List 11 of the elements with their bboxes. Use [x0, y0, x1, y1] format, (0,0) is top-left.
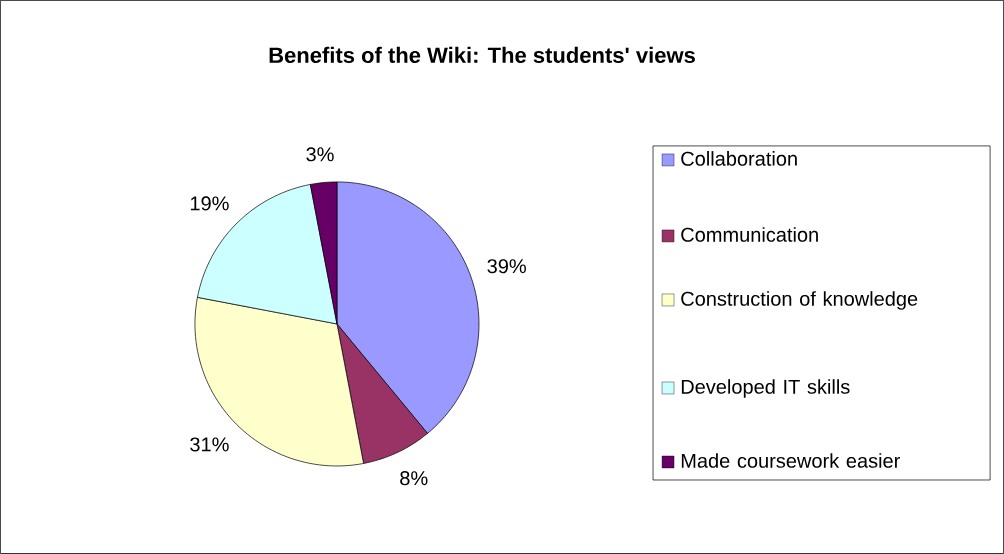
data-label: 19%	[190, 196, 229, 211]
legend-label: Construction of knowledge	[681, 291, 918, 310]
legend-label: Collaboration	[681, 151, 797, 166]
data-label: 8%	[400, 471, 428, 486]
legend-label: Developed IT skills	[681, 379, 850, 398]
chart-title: Benefits of the Wiki: The students' views	[269, 46, 695, 64]
legend-label: Made coursework easier	[681, 453, 900, 468]
data-label: 39%	[487, 259, 526, 274]
data-label: 3%	[306, 147, 334, 162]
data-label: 31%	[190, 437, 229, 452]
legend-label: Communication	[681, 227, 818, 242]
